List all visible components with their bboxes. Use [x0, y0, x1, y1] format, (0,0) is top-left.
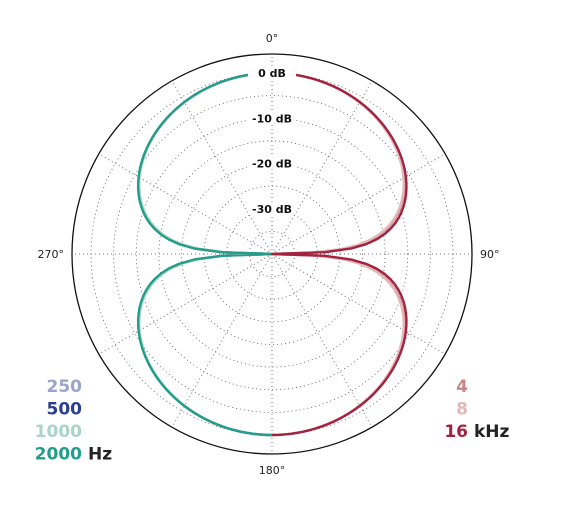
outer-circle	[71, 53, 473, 455]
series-16	[270, 71, 408, 437]
grid-spoke	[98, 253, 273, 355]
angle-label: 0°	[266, 32, 279, 45]
grid-ring	[181, 163, 363, 345]
polar-labels: 0° 90° 180° 270° 0 dB -10 dB -20 dB -30 dB	[38, 32, 500, 477]
angle-label: 90°	[480, 248, 500, 261]
right-legend-entry: 4	[456, 377, 468, 397]
grid-spoke	[171, 80, 273, 255]
right-legend-entry: 16	[444, 422, 468, 442]
polar-series	[136, 71, 408, 437]
grid-spoke	[271, 253, 373, 428]
angle-label: 270°	[38, 248, 65, 261]
left-legend-entry: 250	[47, 377, 83, 397]
ring-label: 0 dB	[258, 67, 286, 80]
grid-ring	[203, 185, 341, 323]
grid-spoke	[271, 253, 446, 355]
grid-spoke	[98, 153, 273, 255]
ring-label-bg	[248, 201, 296, 215]
left-legend-entry: 500	[47, 400, 83, 420]
ring-label-bg	[248, 66, 296, 79]
ring-label: -10 dB	[252, 112, 292, 125]
grid-spoke	[271, 153, 446, 255]
ring-label: -30 dB	[252, 203, 292, 216]
left-legend-entry: 2000	[35, 445, 82, 465]
right-legend-unit: kHz	[474, 422, 510, 442]
angle-label: 180°	[259, 464, 286, 477]
grid-ring	[158, 140, 386, 368]
grid-ring	[135, 117, 409, 391]
left-legend-unit: Hz	[88, 445, 112, 465]
grid-spoke	[171, 253, 273, 428]
ring-label-bg	[248, 111, 296, 125]
ring-label: -20 dB	[252, 158, 292, 171]
grid-ring	[113, 95, 431, 413]
right-legend-entry: 8	[456, 400, 468, 420]
left-legend-entry: 1000	[35, 422, 82, 442]
ring-label-bg	[248, 156, 296, 170]
series-2000	[136, 71, 274, 437]
grid-spoke	[271, 80, 373, 255]
